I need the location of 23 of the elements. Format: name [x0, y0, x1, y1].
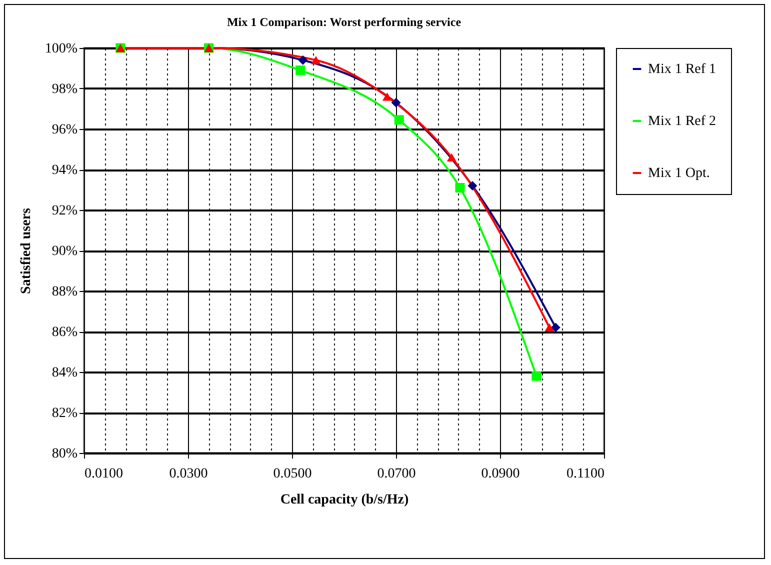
- y-tick-label: 86%: [52, 325, 78, 340]
- y-axis-title: Satisfied users: [18, 207, 34, 294]
- legend-label: Mix 1 Opt.: [648, 166, 710, 181]
- x-tick-label: 0.0900: [481, 466, 520, 482]
- legend-label: Mix 1 Ref 1: [648, 62, 716, 77]
- legend-label: Mix 1 Ref 2: [648, 114, 716, 129]
- y-tick-label: 90%: [52, 244, 78, 259]
- y-tick-label: 84%: [52, 366, 78, 380]
- x-tick-label: 0.1100: [566, 466, 604, 482]
- y-tick-label: 100%: [44, 42, 78, 56]
- y-tick-label: 80%: [52, 446, 78, 462]
- y-tick-label: 94%: [52, 163, 78, 178]
- x-tick-label: 0.0700: [377, 466, 416, 482]
- x-tick-label: 0.0100: [84, 466, 123, 482]
- y-tick-label: 96%: [52, 122, 78, 138]
- x-tick-label: 0.0500: [273, 466, 312, 482]
- y-tick-label: 88%: [52, 284, 78, 300]
- x-axis-title: Cell capacity (b/s/Hz): [280, 492, 409, 508]
- y-tick-label: 92%: [52, 204, 78, 218]
- chart-title: Mix 1 Comparison: Worst performing service: [226, 15, 462, 29]
- y-tick-label: 98%: [52, 82, 78, 97]
- y-tick-label: 82%: [52, 406, 78, 421]
- x-tick-label: 0.0300: [169, 466, 208, 482]
